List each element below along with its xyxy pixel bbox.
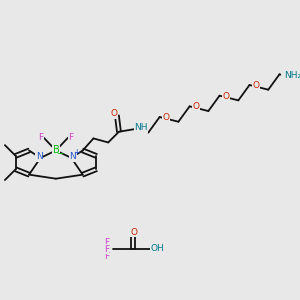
- Text: OH: OH: [150, 244, 164, 253]
- Text: NH₂: NH₂: [284, 71, 300, 80]
- Text: O: O: [192, 102, 199, 111]
- Text: N: N: [69, 152, 76, 161]
- Text: NH: NH: [134, 123, 148, 132]
- Text: F: F: [103, 252, 109, 261]
- Text: F: F: [103, 245, 109, 254]
- Text: +: +: [73, 148, 80, 158]
- Text: O: O: [222, 92, 229, 101]
- Text: F: F: [68, 133, 73, 142]
- Text: O: O: [162, 113, 169, 122]
- Text: F: F: [38, 133, 43, 142]
- Text: O: O: [252, 81, 259, 90]
- Text: F: F: [103, 238, 109, 247]
- Text: O: O: [110, 110, 117, 118]
- Text: O: O: [131, 228, 138, 237]
- Text: −: −: [56, 148, 63, 157]
- Text: N: N: [36, 152, 42, 161]
- Text: B: B: [52, 145, 59, 155]
